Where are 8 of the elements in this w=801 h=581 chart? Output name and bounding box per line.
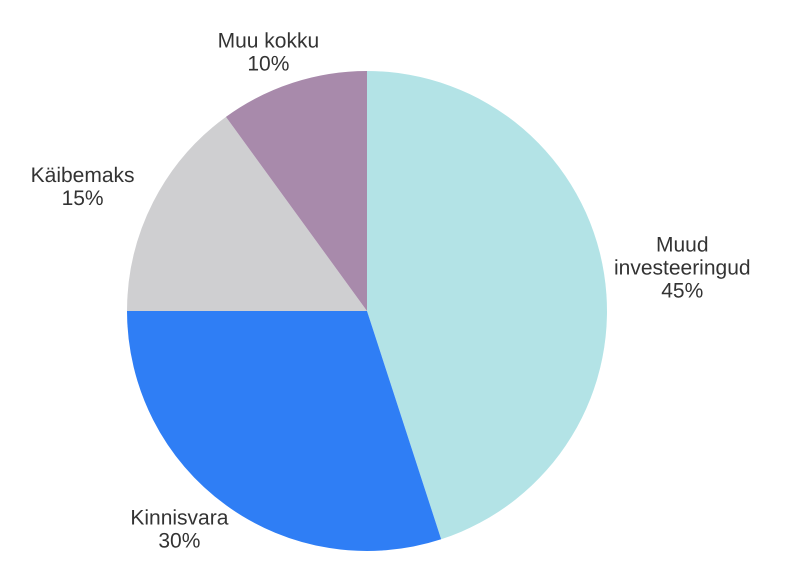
slice-label: Muu kokku [218, 29, 320, 52]
slice-label: Muud investeeringud [614, 233, 751, 280]
data-label: 30% [158, 530, 200, 553]
slice-label: Käibemaks [30, 164, 135, 188]
data-label: 15% [62, 187, 104, 210]
data-label: 45% [661, 279, 704, 302]
data-label: 10% [247, 52, 290, 76]
slice-label: Kinnisvara [130, 506, 229, 530]
